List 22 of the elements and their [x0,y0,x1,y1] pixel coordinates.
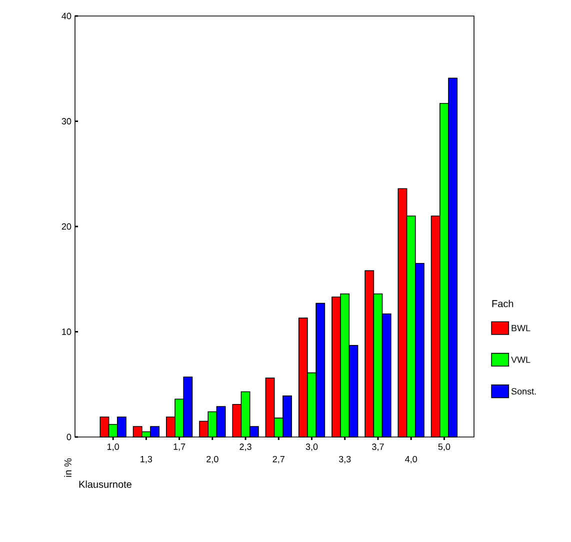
y-tick-label: 40 [62,12,72,20]
legend-label: Sonst. [511,388,536,395]
y-tick-label: 0 [66,434,72,440]
x-tick-label: 1,7 [174,444,186,451]
legend-label: VWL [511,356,530,363]
y-tick-label: 30 [62,118,72,124]
x-axis-title: Klausurnote [79,480,132,488]
y-axis-title: in % [64,458,72,477]
x-tick-label: 1,0 [108,444,119,451]
x-tick-label: 2,7 [272,456,284,464]
legend-label: BWL [512,324,530,332]
legend-title: Fach [492,300,514,308]
x-tick-label: 2,3 [240,444,252,451]
x-tick-label: 3,0 [306,444,318,451]
y-tick-label: 20 [62,223,72,230]
x-tick-label: 3,3 [338,456,351,464]
x-tick-label: 3,7 [372,444,384,451]
x-tick-label: 4,0 [405,456,417,464]
x-tick-label: 5,0 [438,444,450,451]
x-tick-label: 2,0 [206,456,218,464]
x-tick-label: 1,3 [140,456,152,464]
y-tick-label: 10 [62,328,72,335]
